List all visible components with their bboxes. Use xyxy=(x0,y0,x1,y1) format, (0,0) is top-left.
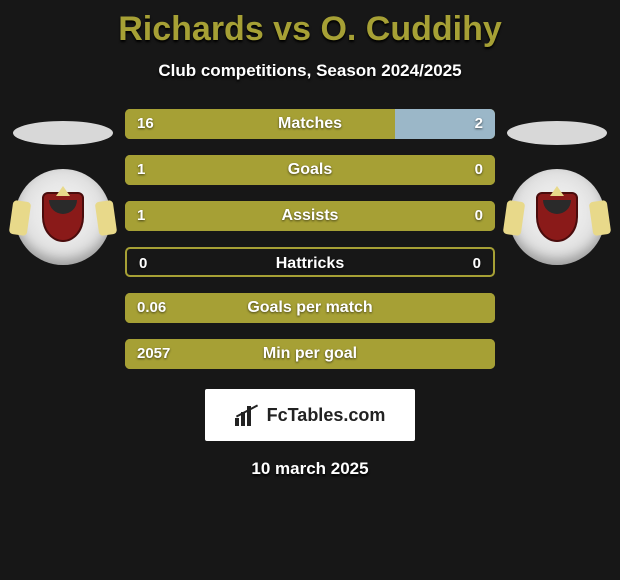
branding-badge: FcTables.com xyxy=(205,389,415,441)
player-left-crest xyxy=(15,169,111,265)
stat-bar-label: Goals per match xyxy=(125,293,495,323)
player-right-crest xyxy=(509,169,605,265)
stat-bar-label: Min per goal xyxy=(125,339,495,369)
stat-bar-label: Assists xyxy=(125,201,495,231)
comparison-content: Matches162Goals10Assists10Hattricks00Goa… xyxy=(0,109,620,479)
stat-bar: Goals1 0 xyxy=(125,155,495,185)
snapshot-date: 10 march 2025 xyxy=(0,459,620,479)
player-left-column xyxy=(8,109,118,265)
stat-bar: Matches16 2 xyxy=(125,109,495,139)
stat-bars: Matches162Goals10Assists10Hattricks00Goa… xyxy=(125,109,495,369)
page-subtitle: Club competitions, Season 2024/2025 xyxy=(0,61,620,81)
branding-icon xyxy=(235,404,261,426)
player-right-silhouette xyxy=(507,121,607,145)
stat-bar: Goals per match0.06 xyxy=(125,293,495,323)
stat-bar-left-value: 1 xyxy=(137,155,145,185)
stat-bar-left-value: 2057 xyxy=(137,339,170,369)
stat-bar-left-value: 1 xyxy=(137,201,145,231)
stat-bar-right-value: 0 xyxy=(475,201,483,231)
stat-bar-right-value: 0 xyxy=(475,155,483,185)
stat-bar-right-value: 0 xyxy=(473,249,481,277)
player-left-silhouette xyxy=(13,121,113,145)
stat-bar: Hattricks0 0 xyxy=(125,247,495,277)
player-right-column xyxy=(502,109,612,265)
page-title: Richards vs O. Cuddihy xyxy=(0,0,620,49)
stat-bar-label: Matches xyxy=(125,109,495,139)
stat-bar: Min per goal2057 xyxy=(125,339,495,369)
stat-bar: Assists1 0 xyxy=(125,201,495,231)
stat-bar-left-value: 0 xyxy=(139,249,147,277)
stat-bar-right-value: 2 xyxy=(475,109,483,139)
branding-text: FcTables.com xyxy=(267,405,386,426)
stat-bar-left-value: 0.06 xyxy=(137,293,166,323)
stat-bar-label: Hattricks xyxy=(127,249,493,277)
stat-bar-left-value: 16 xyxy=(137,109,154,139)
stat-bar-label: Goals xyxy=(125,155,495,185)
